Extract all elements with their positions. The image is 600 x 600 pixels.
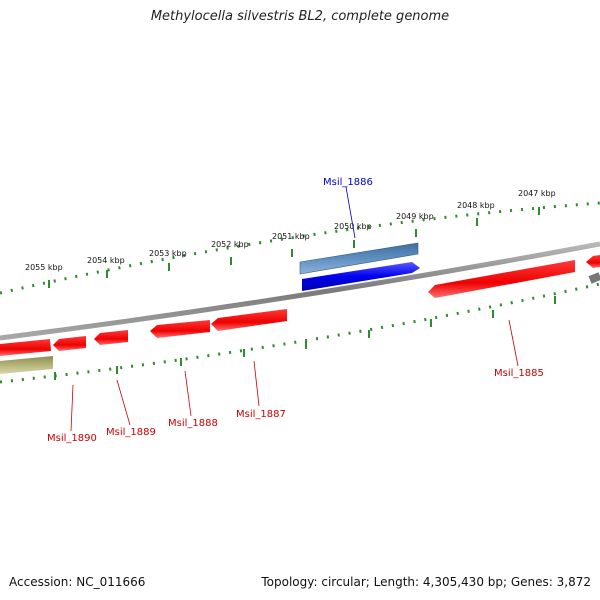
- gene-label-msil-1887[interactable]: Msil_1887: [236, 409, 286, 420]
- leader-msil-1888: [184, 370, 192, 417]
- scale-label: 2055 kbp: [25, 263, 63, 272]
- gene-msil-1886[interactable]: [302, 262, 420, 291]
- leader-msil-1887: [253, 360, 260, 407]
- gene-partial-left[interactable]: [0, 339, 51, 356]
- leader-msil-1890: [70, 384, 74, 432]
- gene-msil-1888[interactable]: [150, 320, 210, 338]
- gene-label-msil-1886[interactable]: Msil_1886: [323, 177, 373, 188]
- scale-label: 2054 kbp: [87, 256, 125, 265]
- genome-backbone-lower: [588, 272, 600, 284]
- gene-msil-1889[interactable]: [94, 330, 128, 345]
- scale-label: 2048 kbp: [457, 201, 495, 210]
- gene-label-leaders: [70, 186, 519, 432]
- gene-partial-right[interactable]: [586, 255, 600, 268]
- leader-msil-1885: [508, 319, 519, 367]
- gene-label-msil-1885[interactable]: Msil_1885: [494, 368, 544, 379]
- map-title: Methylocella silvestris BL2, complete ge…: [150, 9, 450, 24]
- scale-label: 2052 kbp: [211, 240, 249, 249]
- gene-labels: Msil_1886 Msil_1885 Msil_1887 Msil_1888 …: [47, 177, 544, 444]
- gene-msil-1886-highlight[interactable]: [299, 242, 419, 275]
- gene-label-msil-1888[interactable]: Msil_1888: [168, 418, 218, 429]
- inner-scale: [0, 282, 600, 384]
- gene-msil-1890[interactable]: [53, 336, 86, 351]
- scale-label: 2051 kbp: [272, 232, 310, 241]
- scale-label: 2049 kbp: [396, 212, 434, 221]
- leader-msil-1889: [116, 379, 131, 426]
- scale-label: 2053 kbp: [149, 249, 187, 258]
- gene-msil-1887[interactable]: [211, 309, 287, 331]
- genome-summary-text: Topology: circular; Length: 4,305,430 bp…: [261, 575, 591, 589]
- accession-text: Accession: NC_011666: [9, 575, 146, 589]
- gene-label-msil-1890[interactable]: Msil_1890: [47, 433, 97, 444]
- reverse-strand-genes: [0, 255, 600, 374]
- leader-msil-1886: [345, 186, 356, 239]
- feature-partial-left[interactable]: [0, 356, 53, 374]
- forward-strand-genes: [299, 242, 420, 291]
- gene-label-msil-1889[interactable]: Msil_1889: [106, 427, 156, 438]
- scale-label: 2047 kbp: [518, 189, 556, 198]
- gene-msil-1885[interactable]: [428, 260, 575, 298]
- genome-backbone: [0, 241, 600, 341]
